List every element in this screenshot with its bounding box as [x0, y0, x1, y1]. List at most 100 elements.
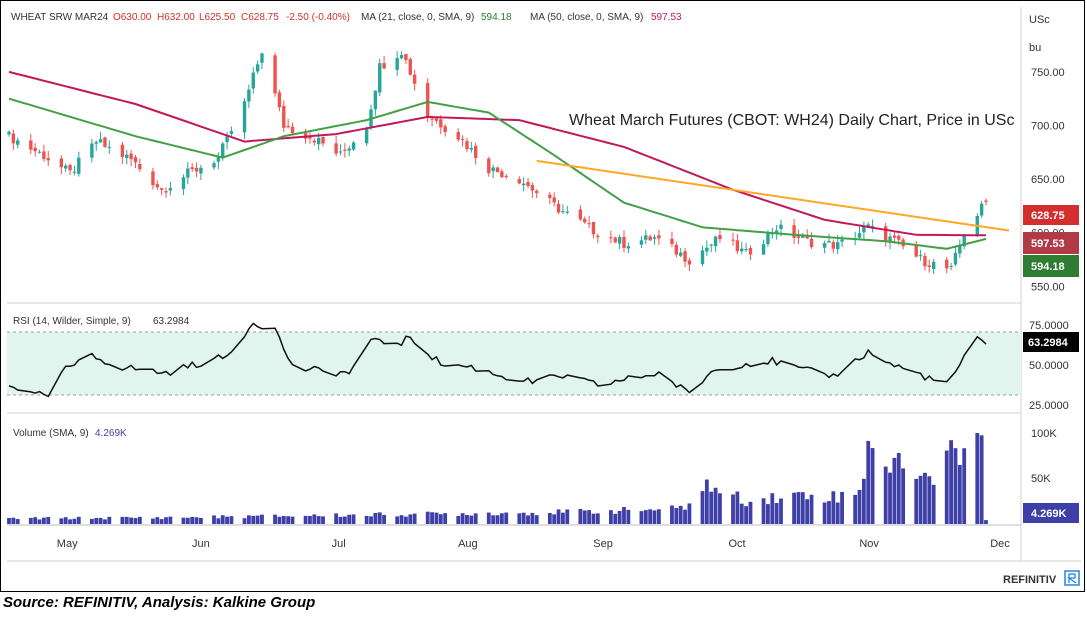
brand-logo-icon [1064, 570, 1080, 586]
candle-body [931, 261, 936, 269]
price-tick-label: 550.00 [1031, 281, 1065, 293]
volume-bar [499, 513, 504, 524]
ma21-badge [1023, 255, 1079, 277]
volume-bar [822, 502, 827, 524]
volume-bar [434, 512, 439, 524]
brand-logo-glyph [1066, 573, 1077, 584]
volume-bar [103, 519, 107, 524]
volume-bar [28, 517, 33, 524]
volume-bar [72, 518, 77, 524]
candle-body [491, 167, 495, 172]
volume-bar [591, 513, 596, 524]
candle-body [129, 153, 133, 160]
candle-body [822, 242, 827, 248]
volume-bar [704, 479, 709, 524]
candle-body [378, 63, 382, 93]
ma50-line [8, 70, 986, 237]
candle-body [186, 168, 190, 178]
volume-bar [495, 515, 500, 524]
candle-body [927, 265, 931, 268]
candle-body [700, 250, 705, 265]
candle-body [399, 54, 404, 59]
candle-body [242, 101, 247, 133]
volume-bar [33, 517, 38, 524]
rsi-series [8, 322, 987, 398]
month-label: Sep [593, 538, 613, 550]
volume-bar [312, 514, 317, 524]
volume-bar [565, 509, 570, 524]
volume-bar [744, 506, 749, 524]
volume-bar [164, 517, 168, 524]
volume-bar [521, 512, 526, 524]
volume-bar [652, 510, 657, 524]
volume-bar [626, 509, 631, 524]
candle-body [792, 225, 796, 238]
candle-body [338, 151, 343, 153]
candle-body [809, 238, 814, 248]
volume-bar [273, 514, 277, 524]
volume-bar [373, 512, 378, 524]
price-unit-bottom: bu [1029, 42, 1041, 54]
candle-body [138, 164, 142, 170]
header-close: C628.75 [241, 12, 279, 23]
rsi-badge-text: 63.2984 [1028, 337, 1069, 349]
candle-body [316, 137, 321, 145]
candle-body [918, 255, 923, 257]
volume-bar [914, 478, 919, 524]
volume-bar [334, 513, 339, 524]
candle-body [443, 126, 447, 133]
candle-body [334, 143, 338, 154]
candle-body [321, 136, 325, 144]
candle-body [221, 143, 225, 159]
volume-bar [229, 516, 234, 524]
volume-bar [159, 519, 164, 524]
candle-body [90, 143, 94, 158]
volume-bar [281, 515, 286, 524]
volume-bar [456, 515, 461, 524]
volume-bar [473, 513, 478, 524]
candle-body [11, 133, 16, 144]
candle-body [740, 248, 744, 252]
volume-bar [918, 475, 923, 524]
volume-bar [674, 507, 679, 524]
candle-body [251, 72, 255, 89]
candle-body [439, 119, 443, 128]
volume-bar [168, 516, 173, 524]
volume-bar [242, 518, 247, 524]
volume-bar [151, 518, 155, 524]
volume-bar [831, 491, 836, 524]
ma50-value: 597.53 [651, 12, 682, 23]
volume-series [7, 433, 988, 524]
last-price-badge [1023, 205, 1079, 225]
volume-bar [225, 516, 229, 524]
candle-body [460, 138, 465, 140]
month-label: Jul [332, 538, 346, 550]
volume-bar [931, 484, 936, 524]
volume-bar [800, 492, 805, 524]
volume-bar [975, 433, 980, 524]
volume-bar [399, 515, 404, 524]
candle-body [587, 223, 591, 225]
candle-body [37, 151, 42, 153]
volume-bar [962, 448, 967, 524]
candle-body [836, 242, 840, 250]
candle-body [979, 203, 984, 216]
candle-body [107, 146, 112, 148]
candle-body [678, 252, 683, 256]
candle-body [72, 171, 77, 173]
volume-bar [181, 517, 186, 524]
candle-body [744, 249, 748, 251]
ma21-line [8, 97, 987, 250]
rsi-band [7, 332, 1021, 395]
price-tick-label: 750.00 [1031, 67, 1065, 79]
rsi-tick-50: 50.0000 [1029, 360, 1069, 372]
candle-body [735, 240, 740, 252]
volume-bar [883, 466, 888, 524]
volume-bar [94, 517, 99, 524]
header-high: H632.00 [157, 12, 195, 23]
candle-body [64, 165, 68, 169]
volume-bar [984, 520, 988, 524]
volume-bar [364, 515, 369, 524]
candle-body [430, 118, 434, 120]
volume-bar [609, 510, 613, 524]
